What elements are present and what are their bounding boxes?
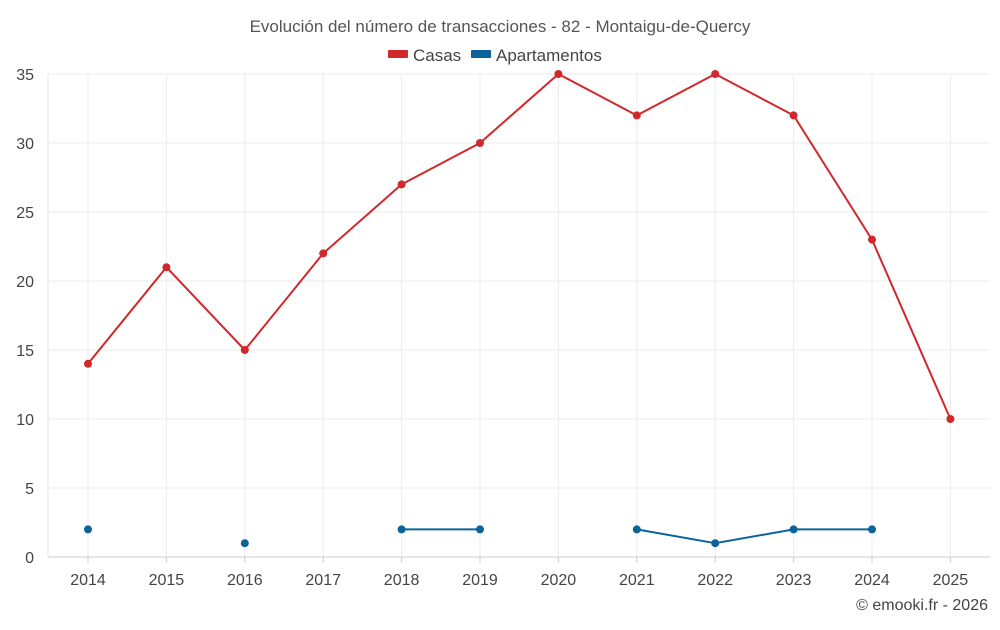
legend-label-apartamentos: Apartamentos	[496, 46, 602, 65]
data-point-casas-2014[interactable]	[84, 359, 92, 368]
data-point-apartamentos-2023[interactable]	[789, 525, 798, 534]
x-tick-label: 2015	[149, 572, 185, 589]
x-tick-label: 2018	[384, 572, 420, 589]
x-tick-label: 2021	[619, 572, 655, 589]
credit-text: © emooki.fr - 2026	[856, 597, 988, 614]
x-tick-label: 2017	[305, 572, 341, 589]
y-tick-label: 35	[16, 67, 34, 84]
legend-swatch-casas	[388, 50, 408, 58]
data-point-casas-2025[interactable]	[946, 415, 955, 423]
data-point-apartamentos-2014[interactable]	[84, 525, 92, 534]
y-tick-label: 25	[16, 205, 34, 222]
data-point-casas-2020[interactable]	[554, 70, 563, 78]
data-point-apartamentos-2024[interactable]	[868, 525, 876, 534]
data-point-casas-2023[interactable]	[789, 111, 798, 120]
data-point-casas-2019[interactable]	[476, 139, 484, 147]
data-point-casas-2021[interactable]	[632, 111, 641, 120]
y-tick-label: 0	[25, 550, 34, 567]
series-line-apartamentos	[636, 528, 872, 545]
legend-item-apartamentos[interactable]: Apartamentos	[471, 46, 602, 65]
series-line-casas	[87, 73, 952, 420]
series	[84, 70, 955, 548]
legend: Casas Apartamentos	[388, 46, 602, 65]
x-tick-label: 2025	[933, 572, 969, 589]
data-point-casas-2016[interactable]	[240, 346, 249, 354]
data-point-apartamentos-2019[interactable]	[476, 525, 484, 534]
legend-swatch-apartamentos	[471, 50, 491, 58]
data-point-apartamentos-2018[interactable]	[397, 525, 406, 534]
legend-label-casas: Casas	[413, 46, 461, 65]
data-point-casas-2024[interactable]	[868, 235, 876, 244]
data-point-casas-2022[interactable]	[711, 70, 720, 78]
chart-title: Evolución del número de transacciones - …	[250, 17, 751, 36]
x-tick-label: 2020	[541, 572, 577, 589]
x-tick-label: 2022	[697, 572, 733, 589]
y-tick-label: 15	[16, 343, 34, 360]
x-tick-label: 2016	[227, 572, 263, 589]
x-tick-label: 2023	[776, 572, 812, 589]
data-point-casas-2017[interactable]	[319, 249, 328, 258]
x-tick-label: 2024	[854, 572, 890, 589]
y-tick-label: 30	[16, 136, 34, 153]
x-tick-label: 2019	[462, 572, 498, 589]
x-tick-label: 2014	[70, 572, 106, 589]
y-tick-label: 10	[16, 412, 34, 429]
legend-item-casas[interactable]: Casas	[388, 46, 461, 65]
data-point-apartamentos-2021[interactable]	[632, 525, 641, 534]
data-point-casas-2015[interactable]	[162, 263, 171, 272]
grid	[48, 73, 990, 557]
data-point-apartamentos-2016[interactable]	[240, 539, 249, 548]
data-point-casas-2018[interactable]	[397, 180, 406, 189]
data-point-apartamentos-2022[interactable]	[711, 539, 720, 548]
y-tick-label: 5	[25, 481, 34, 498]
y-tick-label: 20	[16, 274, 34, 291]
